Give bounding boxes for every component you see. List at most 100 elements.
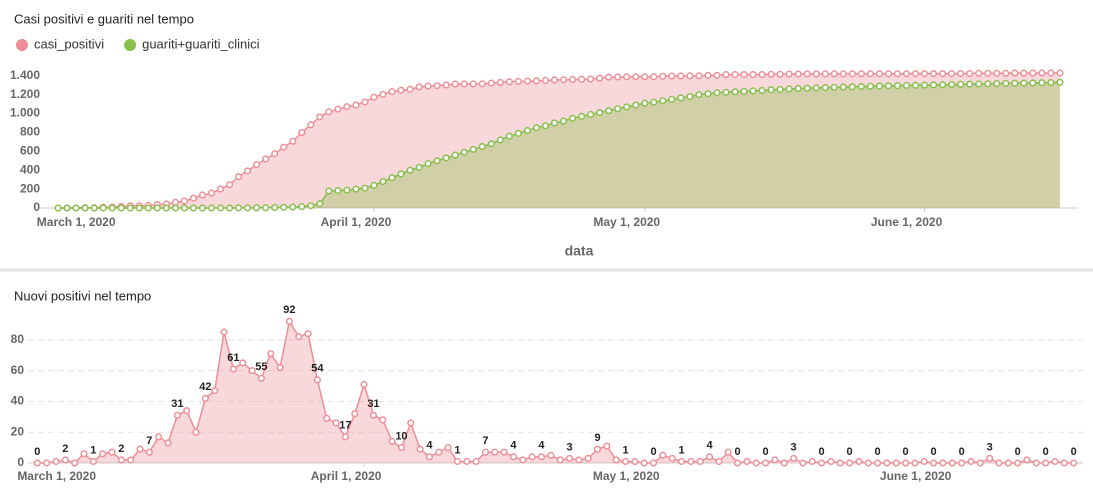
point <box>776 85 784 93</box>
point <box>136 445 144 453</box>
point <box>902 81 911 90</box>
point <box>659 451 667 459</box>
value-label: 4 <box>426 440 433 452</box>
point <box>262 204 270 212</box>
value-label: 3 <box>791 441 797 453</box>
point <box>523 77 531 85</box>
point <box>379 416 387 424</box>
line <box>37 319 1074 464</box>
point <box>668 95 676 103</box>
point <box>547 451 555 459</box>
point <box>1032 459 1040 467</box>
point <box>724 448 732 456</box>
point <box>1029 79 1037 87</box>
point <box>89 457 97 466</box>
point <box>361 184 369 192</box>
point <box>749 70 757 79</box>
value-label: 0 <box>763 446 769 458</box>
value-label: 3 <box>987 441 993 453</box>
point <box>857 82 865 91</box>
x-tick-label: April 1, 2020 <box>311 469 382 483</box>
point <box>623 73 631 81</box>
point <box>875 70 883 78</box>
value-label: 1 <box>454 444 460 456</box>
value-label: 0 <box>875 446 881 458</box>
value-label: 0 <box>959 446 965 458</box>
point <box>351 410 359 418</box>
point <box>343 103 351 111</box>
value-label: 2 <box>118 443 124 455</box>
point <box>271 203 279 212</box>
point <box>677 457 686 466</box>
point <box>848 83 856 91</box>
point <box>948 70 956 78</box>
point <box>695 72 703 80</box>
point <box>52 457 60 466</box>
point <box>957 80 965 88</box>
point <box>528 453 536 461</box>
point <box>541 122 550 130</box>
point <box>442 154 450 162</box>
point <box>695 91 703 99</box>
point <box>352 101 360 109</box>
point <box>220 328 228 336</box>
area <box>58 82 1060 208</box>
point <box>1056 69 1064 77</box>
point <box>325 187 333 195</box>
point <box>1002 79 1010 87</box>
point <box>1042 459 1050 467</box>
point <box>491 448 499 456</box>
value-label: 0 <box>1015 446 1021 458</box>
point <box>930 81 938 89</box>
point <box>307 202 315 210</box>
point <box>216 204 225 212</box>
y-tick-label: 600 <box>20 143 40 157</box>
point <box>225 204 234 212</box>
point <box>722 88 730 96</box>
point <box>532 124 540 132</box>
point <box>509 453 518 461</box>
point <box>216 185 225 193</box>
point <box>1023 456 1031 464</box>
point <box>61 456 69 464</box>
point <box>295 333 303 341</box>
point <box>812 70 820 78</box>
point <box>830 70 838 78</box>
value-label: 3 <box>566 441 572 453</box>
point <box>839 70 847 78</box>
point <box>505 132 513 140</box>
y-tick-label: 40 <box>11 394 25 408</box>
point <box>975 69 983 77</box>
point <box>641 73 649 81</box>
point <box>183 407 191 415</box>
point <box>875 82 883 90</box>
point <box>866 70 874 78</box>
point <box>902 459 910 467</box>
point <box>677 94 685 102</box>
point <box>984 69 992 77</box>
point <box>117 204 125 212</box>
value-label: 1 <box>678 444 684 456</box>
value-label: 7 <box>146 435 152 447</box>
point <box>332 419 340 427</box>
point <box>406 166 414 174</box>
x-tick-label: May 1, 2020 <box>593 215 660 229</box>
point <box>986 454 994 462</box>
point <box>740 87 748 95</box>
point <box>631 457 639 466</box>
point <box>921 81 929 89</box>
point <box>722 71 730 79</box>
point <box>948 459 956 467</box>
point <box>713 71 721 79</box>
point <box>1011 69 1019 77</box>
area <box>37 321 1074 463</box>
point <box>767 86 775 94</box>
point <box>361 98 369 106</box>
point <box>614 105 622 113</box>
point <box>257 374 265 382</box>
y-tick-label: 0 <box>33 200 40 214</box>
value-label: 54 <box>311 363 324 375</box>
point <box>1070 459 1078 467</box>
point <box>605 107 613 115</box>
point <box>930 459 938 467</box>
